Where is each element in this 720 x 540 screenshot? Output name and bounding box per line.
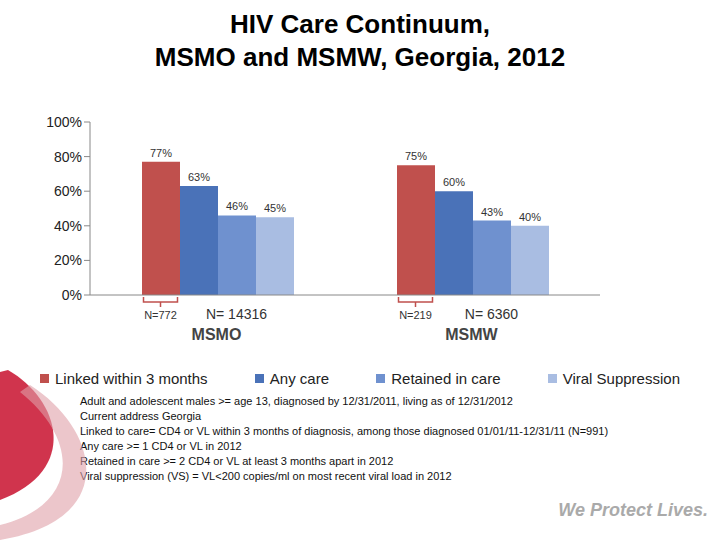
svg-text:40%: 40%	[54, 218, 82, 234]
svg-text:N=219: N=219	[399, 309, 432, 321]
svg-text:MSMO: MSMO	[192, 326, 242, 343]
html-text:We Protect Lives.: We Protect Lives.	[558, 500, 708, 520]
html-text:Viral Suppression: Viral Suppression	[562, 370, 680, 387]
svg-text:100%: 100%	[46, 114, 82, 130]
svg-text:MSMW: MSMW	[445, 326, 498, 343]
svg-text:N= 14316: N= 14316	[206, 306, 267, 322]
svg-text:80%: 80%	[54, 149, 82, 165]
html-text:Any care >= 1 CD4 or VL in 201: Any care >= 1 CD4 or VL in 2012	[80, 440, 242, 452]
svg-text:N=772: N=772	[144, 309, 177, 321]
html-text:Adult and adolescent males >=: Adult and adolescent males >= age 13, di…	[80, 395, 513, 407]
html-text:HIV Care Continuum, MSMO and M: HIV Care Continuum, MSMO and MSMW, Georg…	[154, 9, 566, 72]
svg-text:75%: 75%	[405, 150, 427, 162]
html-text:Retained in care: Retained in care	[391, 370, 501, 387]
svg-text:60%: 60%	[443, 176, 465, 188]
svg-text:43%: 43%	[481, 206, 503, 218]
svg-text:N= 6360: N= 6360	[465, 306, 519, 322]
html-text:Viral suppression (VS) = VL<20: Viral suppression (VS) = VL<200 copies/m…	[80, 470, 452, 482]
svg-text:20%: 20%	[54, 252, 82, 268]
html-text:Linked within 3 months: Linked within 3 months	[55, 370, 208, 387]
svg-text:63%: 63%	[188, 171, 210, 183]
svg-text:40%: 40%	[519, 211, 541, 223]
svg-text:45%: 45%	[264, 202, 286, 214]
svg-text:0%: 0%	[62, 287, 82, 303]
svg-text:77%: 77%	[150, 147, 172, 159]
html-text:Any care: Any care	[269, 370, 329, 387]
html-text:Retained in care >= 2 CD4 or V: Retained in care >= 2 CD4 or VL at least…	[80, 455, 394, 467]
svg-text:46%: 46%	[226, 200, 248, 212]
svg-text:60%: 60%	[54, 183, 82, 199]
html-text:Current address Georgia: Current address Georgia	[80, 410, 202, 422]
html-text:Linked to care= CD4 or VL with: Linked to care= CD4 or VL within 3 month…	[80, 425, 609, 437]
